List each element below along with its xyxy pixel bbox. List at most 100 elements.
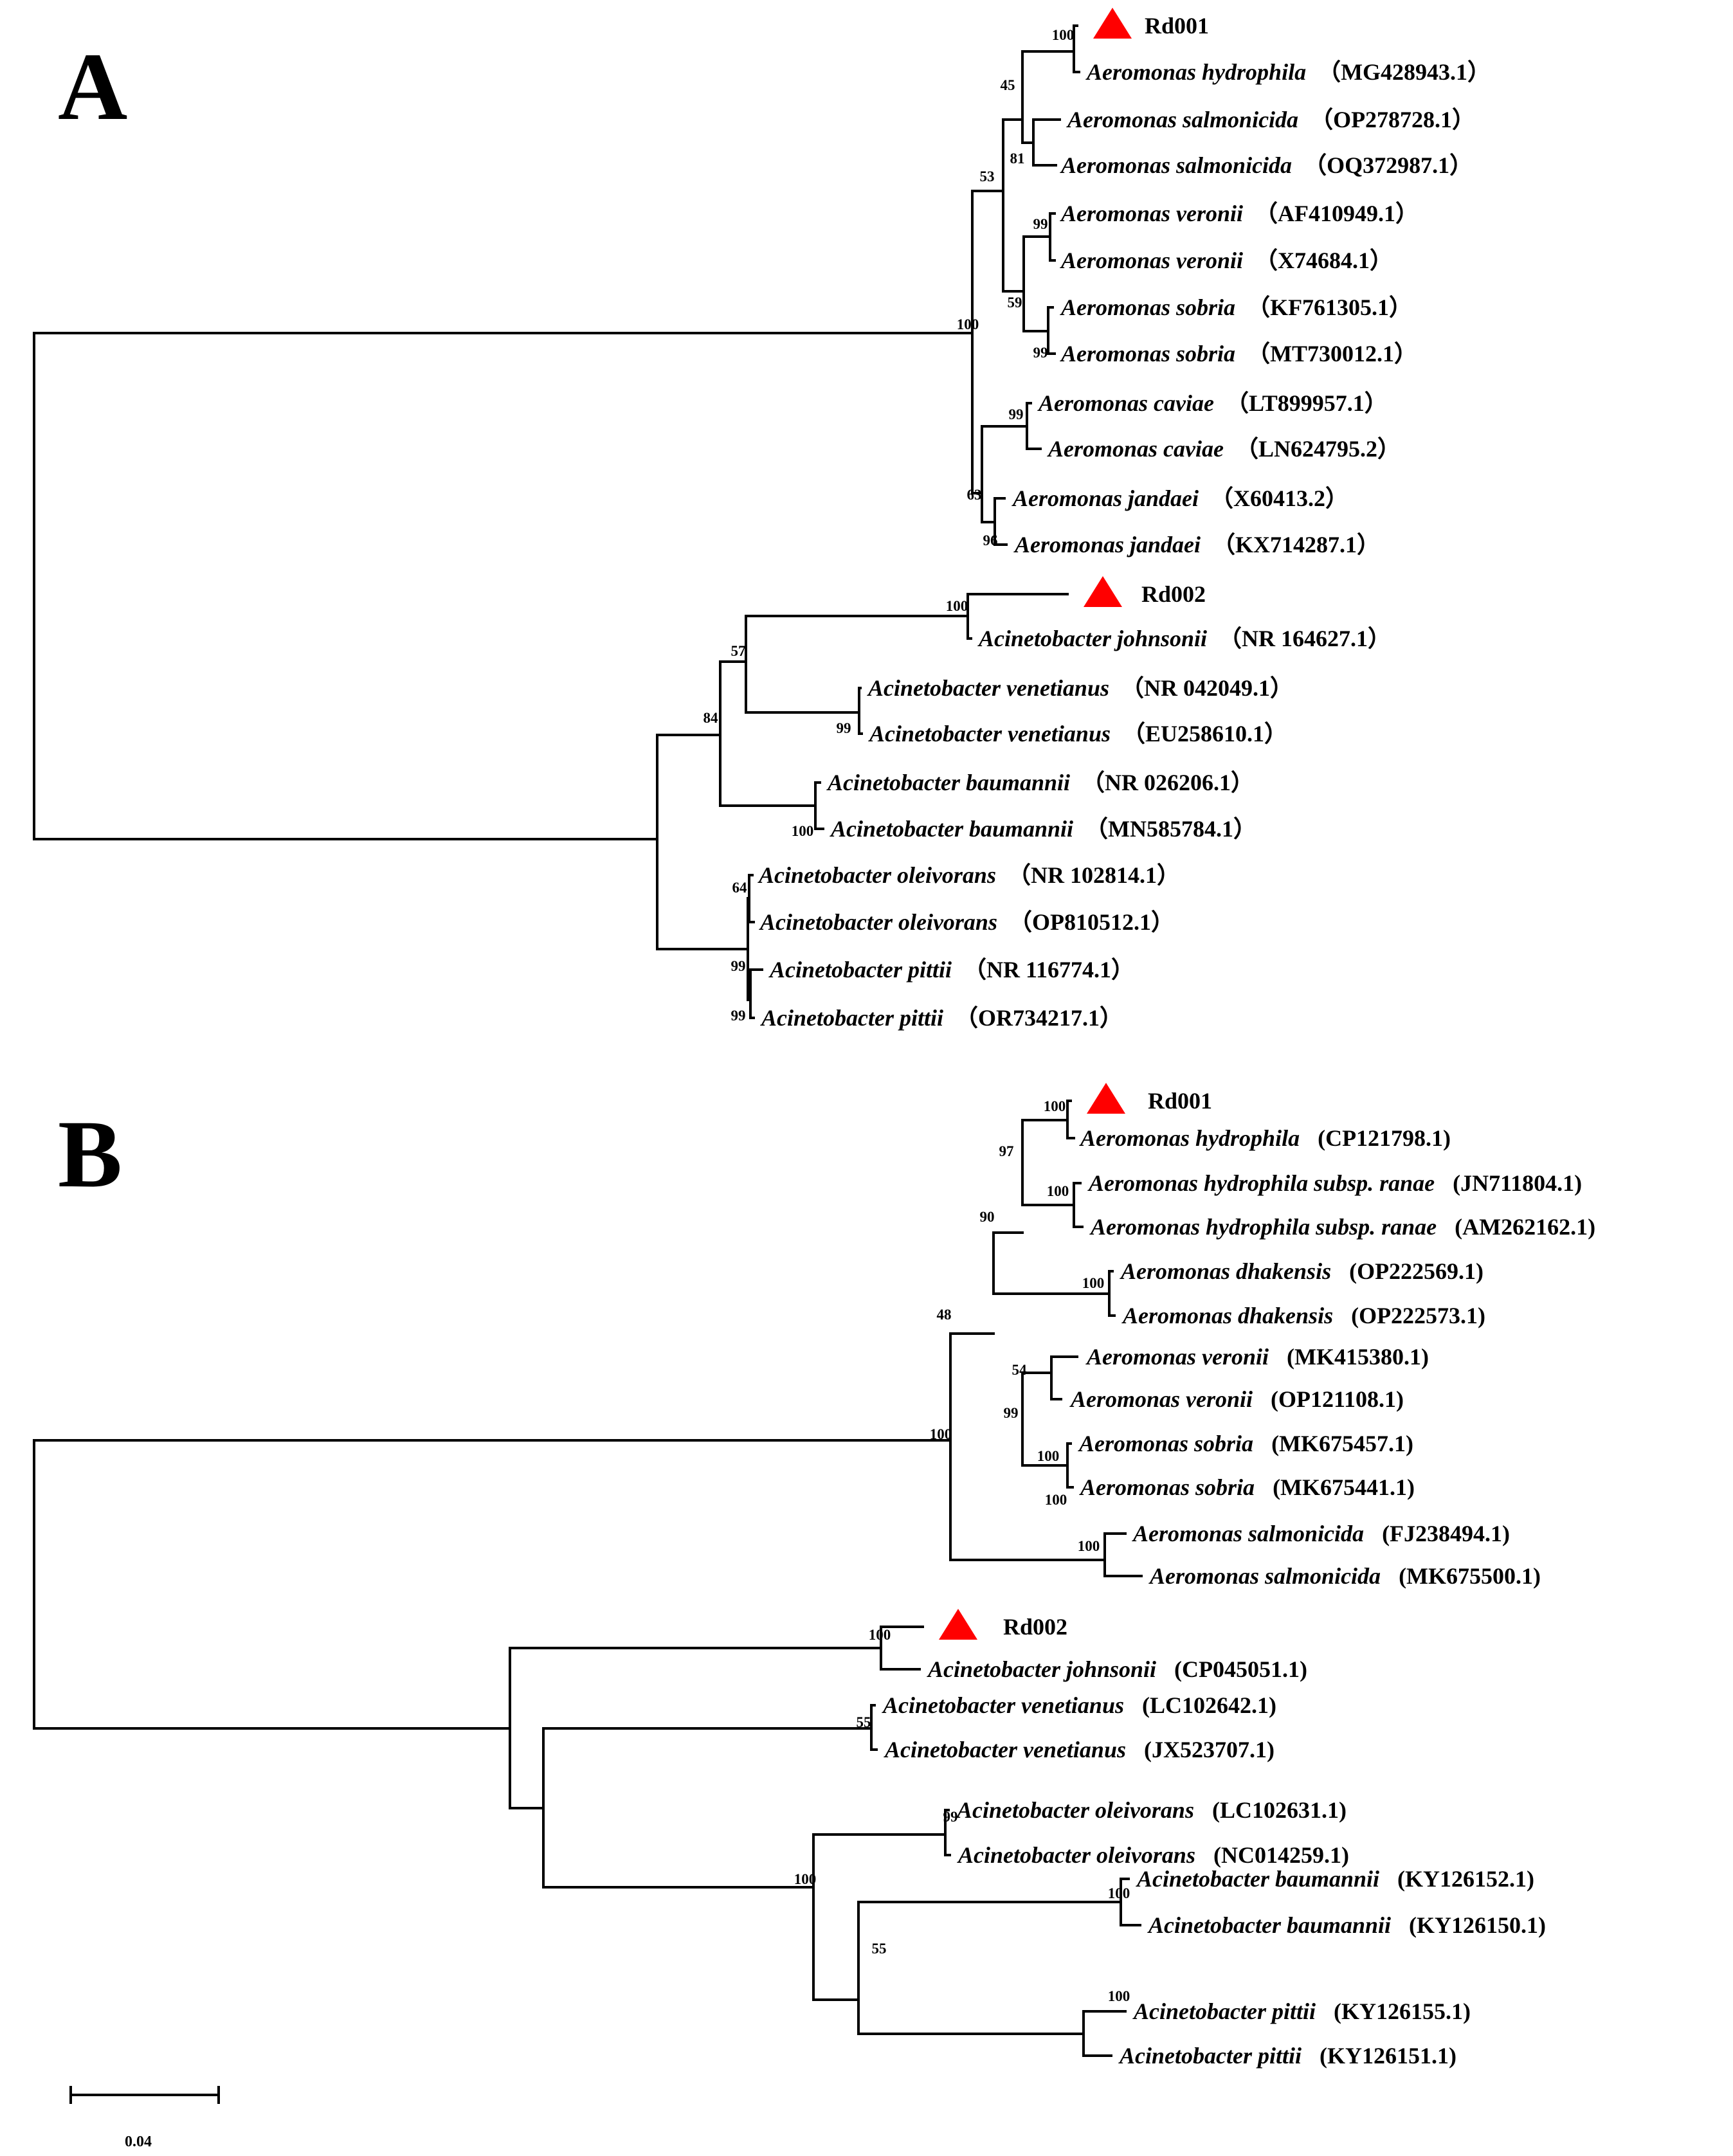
panel-a-accession-5: （X74684.1） [1255,248,1393,273]
panel-a-branch-sobria [1047,306,1056,355]
panel-a-taxon-label-17: Acinetobacter baumannii （MN585784.1） [830,816,1257,842]
panel-b-taxon-name-14: Acinetobacter venetianus [882,1692,1124,1718]
panel-b-bootstrap-8: 100 [1037,1448,1060,1464]
panel-b-accession-1: (CP121798.1) [1318,1125,1451,1151]
panel-a-taxon-label-6: Aeromonas sobria （KF761305.1） [1060,294,1412,320]
panel-a-accession-16: （NR 026206.1） [1082,770,1254,795]
panel-a-accession-3: （OQ372987.1） [1303,152,1473,178]
panel-b-taxon-label-8: Aeromonas sobria (MK675457.1) [1078,1431,1413,1456]
panel-a-taxon-name-19: Acinetobacter oleivorans [759,909,997,935]
panel-a-taxon-name-2: Aeromonas salmonicida [1066,107,1298,132]
panel-b-branch-rd001 [1066,1100,1075,1139]
panel-b-taxon-label-9: Aeromonas sobria (MK675441.1) [1079,1474,1415,1500]
panel-a-taxon-label-3: Aeromonas salmonicida （OQ372987.1） [1060,152,1473,178]
panel-b-bootstrap-13: 55 [857,1714,871,1730]
panel-a-taxon-label-19: Acinetobacter oleivorans （OP810512.1） [759,909,1174,935]
panel-a-taxon-name-15: Acinetobacter venetianus [868,721,1111,747]
panel-b-accession-5: (OP222573.1) [1351,1303,1485,1328]
panel-a-branch-57 [745,615,969,714]
panel-b-taxon-label-19: Acinetobacter baumannii (KY126150.1) [1147,1912,1546,1938]
panel-a-accession-9: （LN624795.2） [1235,436,1401,462]
panel-b-taxon-name-9: Aeromonas sobria [1079,1474,1255,1500]
panel-a-accession-6: （KF761305.1） [1247,294,1412,320]
panel-b-branch-ranae [1073,1182,1084,1228]
panel-a-aeromonas-clade [971,190,1004,494]
panel-b-branch-baumannii [1120,1878,1141,1926]
panel-a-marker-triangle-0 [1093,8,1132,39]
panel-b-taxon-name-21: Acinetobacter pittii [1118,2043,1302,2069]
panel-b-taxon-name-6: Aeromonas veronii [1085,1344,1269,1370]
panel-b-bootstrap-17: 55 [872,1941,887,1957]
panel-a-taxon-name-8: Aeromonas caviae [1037,390,1214,416]
panel-b-branch-venetianus [870,1704,878,1751]
panel-b-branch-salmonicida [1103,1532,1143,1577]
panel-a-taxon-label-7: Aeromonas sobria （MT730012.1） [1060,341,1417,367]
panel-b-taxon-name-10: Aeromonas salmonicida [1132,1521,1364,1546]
panel-b-branch-99 [1021,1372,1069,1467]
panel-a-marker-triangle-12 [1084,576,1122,607]
panel-a-branch-53 [1002,118,1025,293]
panel-a-taxon-name-20: Acinetobacter pittii [768,957,952,983]
panel-b-taxon-label-12: Rd002 [1003,1614,1067,1640]
panel-b-branch-100 [812,1833,947,2001]
panel-a-taxon-label-0: Rd001 [1145,13,1209,39]
panel-a-accession-19: （OP810512.1） [1009,909,1174,935]
panel-a-taxon-label-5: Aeromonas veronii （X74684.1） [1060,248,1393,273]
panel-b-accession-18: (KY126152.1) [1397,1866,1534,1892]
panel-b-taxon-label-7: Aeromonas veronii (OP121108.1) [1069,1386,1404,1412]
panel-b-taxon-name-12: Rd002 [1003,1614,1067,1640]
panel-a-bootstrap-7: 100 [957,316,979,332]
panel-b-bootstrap-18: 100 [1108,1988,1130,2004]
panel-a-bootstrap-2: 81 [1010,150,1025,167]
panel-a-acinetobacter-clade [656,734,749,950]
panel-b-accession-2: (JN711804.1) [1453,1170,1582,1196]
panel-a-branch-rd002 [966,593,1069,640]
panel-b-taxon-name-20: Acinetobacter pittii [1132,1998,1316,2024]
panel-b-bootstrap-16: 100 [1108,1885,1130,1901]
panel-a-bootstrap-8: 99 [1009,406,1024,422]
panel-b-accession-10: (FJ238494.1) [1382,1521,1510,1546]
panel-b-taxon-name-19: Acinetobacter baumannii [1147,1912,1391,1938]
panel-a-taxon-name-21: Acinetobacter pittii [760,1005,943,1031]
panel-b-taxon-name-0: Rd001 [1148,1088,1212,1114]
panel-b-bootstrap-2: 100 [1047,1183,1069,1199]
panel-b-branch-dhakensis [1108,1270,1116,1317]
panel-a-accession-21: （OR734217.1） [955,1005,1123,1031]
panel-b-aeromonas-clade [949,1332,1106,1561]
panel-b-taxon-name-7: Aeromonas veronii [1069,1386,1253,1412]
panel-b-taxon-label-2: Aeromonas hydrophila subsp. ranae (JN7118… [1087,1170,1582,1196]
panel-b-bootstrap-1: 97 [999,1143,1014,1159]
panel-b-bootstraps: 100 97 100 90 100 48 54 99 100 100 100 100 100 55 99 10… [794,1098,1130,2004]
panel-b-bootstrap-5: 48 [937,1307,952,1323]
panel-b-bootstrap-0: 100 [1044,1098,1066,1114]
panel-a-taxon-label-11: Aeromonas jandaei （KX714287.1） [1013,532,1380,557]
panel-b-bootstrap-9: 100 [1045,1492,1067,1508]
panel-a-taxon-name-17: Acinetobacter baumannii [830,816,1073,842]
panel-b-accession-4: (OP222569.1) [1349,1258,1483,1284]
panel-a-taxon-name-10: Aeromonas jandaei [1012,485,1199,511]
panel-b-accession-15: (JX523707.1) [1144,1737,1275,1762]
panel-a-bootstrap-18: 99 [731,1008,746,1024]
panel-b-taxon-name-18: Acinetobacter baumannii [1136,1866,1379,1892]
panel-a-taxon-label-18: Acinetobacter oleivorans （NR 102814.1） [758,862,1180,888]
panel-b-taxon-name-3: Aeromonas hydrophila subsp. ranae [1089,1214,1437,1240]
panel-b-label: B [58,1101,122,1208]
panel-a-taxon-name-7: Aeromonas sobria [1060,341,1235,367]
panel-a-branch-81 [1032,118,1061,167]
panel-b-taxon-label-20: Acinetobacter pittii (KY126155.1) [1132,1998,1471,2024]
panel-b-bootstrap-15: 100 [794,1871,817,1887]
panel-a-accession-18: （NR 102814.1） [1008,862,1180,888]
scale-bar-line [69,2086,220,2104]
panel-b-taxon-label-11: Aeromonas salmonicida (MK675500.1) [1148,1563,1541,1589]
panel-b-taxon-label-13: Acinetobacter johnsonii (CP045051.1) [927,1656,1307,1682]
panel-a-tree-branches [33,24,1080,1019]
panel-b-accession-19: (KY126150.1) [1409,1912,1546,1938]
panel-b-branch-90 [992,1231,1111,1295]
panel-b-taxon-name-13: Acinetobacter johnsonii [927,1656,1156,1682]
panel-b-taxon-label-1: Aeromonas hydrophila (CP121798.1) [1079,1125,1451,1151]
panel-a-taxon-label-13: Acinetobacter johnsonii （NR 164627.1） [977,626,1391,651]
panel-b-bootstrap-6: 54 [1012,1362,1028,1378]
panel-a-label: A [58,33,127,140]
